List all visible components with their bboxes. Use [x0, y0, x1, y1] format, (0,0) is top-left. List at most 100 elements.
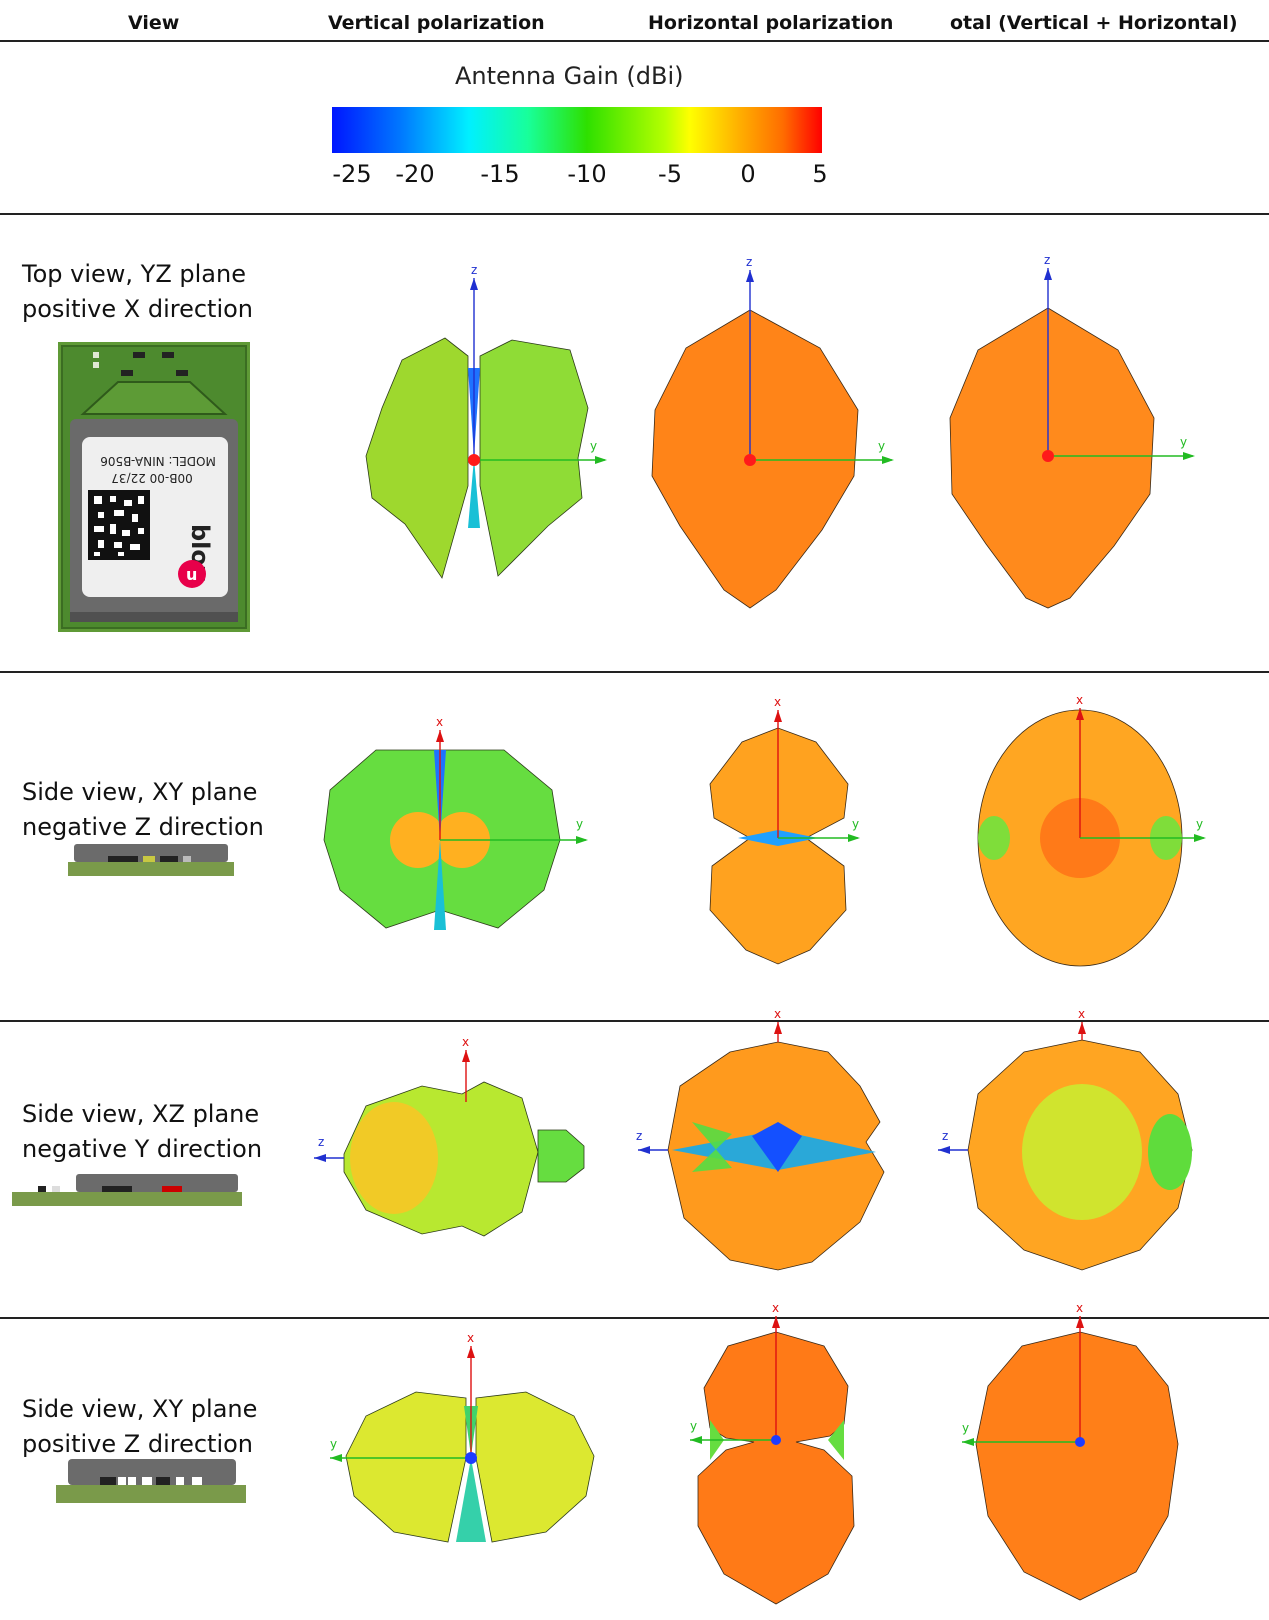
axis-label: z: [636, 1129, 642, 1143]
axis-arrow-icon: [1076, 708, 1084, 720]
axis-label: z: [471, 263, 477, 277]
axis-arrow-icon: [470, 278, 478, 290]
axis-label: x: [774, 1007, 781, 1021]
axis-label: y: [852, 817, 859, 831]
module-side-view-image: [56, 1459, 246, 1503]
axis-label: y: [576, 817, 583, 831]
axis-arrow-icon: [882, 456, 894, 464]
axis-arrow-icon: [690, 1436, 702, 1444]
axis-arrow-icon: [746, 270, 754, 282]
axis-arrow-icon: [638, 1146, 650, 1154]
axis-arrow-icon: [576, 836, 588, 844]
axis-label: x: [467, 1331, 474, 1345]
axis-arrow-icon: [595, 456, 607, 464]
header-view: View: [128, 12, 180, 34]
row-label-line: Side view, XY plane: [22, 778, 258, 806]
legend-colorbar: [332, 107, 822, 153]
origin-dot: [771, 1435, 781, 1445]
origin-dot: [465, 1452, 477, 1464]
header-horizontal-polarization: Horizontal polarization: [648, 12, 894, 34]
row-label-line: positive Z direction: [22, 1430, 254, 1458]
pattern-row3-vertical: x z: [314, 1035, 585, 1237]
axis-label: x: [774, 695, 781, 709]
legend-tick: -15: [480, 160, 520, 188]
axis-arrow-icon: [1183, 452, 1195, 460]
axis-arrow-icon: [462, 1050, 470, 1062]
origin-dot: [1075, 1437, 1085, 1447]
module-side-view-image: [68, 844, 234, 876]
module-label-code: 00B-00 22/37: [111, 471, 193, 485]
pattern-row3-horizontal: x z: [636, 1007, 885, 1271]
axis-label: x: [1076, 693, 1083, 707]
legend-tick: -5: [658, 160, 682, 188]
axis-label: y: [690, 1419, 697, 1433]
origin-dot: [744, 454, 756, 466]
axis-label: y: [1180, 435, 1187, 449]
axis-arrow-icon: [436, 730, 444, 742]
pattern-row2-total: x y: [977, 693, 1206, 967]
pattern-row3-total: x z: [938, 1007, 1193, 1271]
axis-arrow-icon: [848, 834, 860, 842]
module-label-model: MODEL: NINA-B506: [100, 454, 216, 468]
axis-label: x: [1076, 1301, 1083, 1315]
axis-arrow-icon: [774, 1022, 782, 1034]
legend-tick: -10: [567, 160, 607, 188]
pattern-row1-total: z y: [949, 253, 1195, 609]
axis-arrow-icon: [1076, 1316, 1084, 1328]
legend-tick: -25: [332, 160, 372, 188]
axis-arrow-icon: [1078, 1022, 1086, 1034]
axis-arrow-icon: [938, 1146, 950, 1154]
axis-arrow-icon: [962, 1438, 974, 1446]
header-total: otal (Vertical + Horizontal): [950, 12, 1238, 34]
origin-dot: [468, 454, 480, 466]
pattern-row4-vertical: x y: [330, 1331, 595, 1543]
pattern-row1-horizontal: z y: [651, 255, 894, 609]
axis-label: x: [1078, 1007, 1085, 1021]
header-vertical-polarization: Vertical polarization: [328, 12, 545, 34]
axis-arrow-icon: [330, 1454, 342, 1462]
row-label-top-yz: Top view, YZ plane positive X direction: [22, 257, 253, 327]
axis-label: y: [962, 1421, 969, 1435]
pattern-row4-horizontal: x y: [690, 1301, 855, 1605]
ublox-logo-icon: [178, 560, 206, 588]
legend-tick: 0: [740, 160, 756, 188]
row-label-line: Side view, XY plane: [22, 1395, 258, 1423]
legend-title: Antenna Gain (dBi): [455, 62, 684, 90]
axis-label: y: [878, 439, 885, 453]
origin-dot: [1042, 450, 1054, 462]
row-label-line: negative Z direction: [22, 813, 264, 841]
axis-label: z: [318, 1135, 324, 1149]
axis-arrow-icon: [774, 710, 782, 722]
divider-legend: [0, 213, 1269, 215]
divider-row-3: [0, 1317, 1269, 1319]
axis-label: z: [1044, 253, 1050, 267]
axis-label: z: [746, 255, 752, 269]
axis-label: y: [330, 1437, 337, 1451]
pattern-row1-vertical: z y: [365, 263, 607, 579]
axis-label: y: [590, 439, 597, 453]
legend-tick: 5: [812, 160, 828, 188]
row-label-line: Top view, YZ plane: [22, 260, 246, 288]
row-label-line: negative Y direction: [22, 1135, 263, 1163]
divider-row-1: [0, 671, 1269, 673]
row-label-side-xy-neg-z: Side view, XY plane negative Z direction: [22, 775, 264, 845]
row-label-line: Side view, XZ plane: [22, 1100, 260, 1128]
axis-arrow-icon: [314, 1154, 326, 1162]
module-logo-mark: u: [186, 565, 197, 584]
row-label-line: positive X direction: [22, 295, 254, 323]
axis-label: x: [462, 1035, 469, 1049]
module-side-view-image: [12, 1174, 242, 1206]
axis-label: z: [942, 1129, 948, 1143]
axis-label: x: [772, 1301, 779, 1315]
axis-label: y: [1196, 817, 1203, 831]
qr-code-graphic: [88, 490, 150, 560]
pattern-row4-total: x y: [962, 1301, 1179, 1601]
module-top-view-image: MODEL: NINA-B506 00B-00 22/37 blox u: [58, 342, 250, 632]
row-label-side-xy-pos-z: Side view, XY plane positive Z direction: [22, 1392, 257, 1462]
pattern-row2-vertical: x y: [323, 715, 588, 930]
axis-arrow-icon: [1044, 268, 1052, 280]
axis-arrow-icon: [467, 1346, 475, 1358]
axis-arrow-icon: [1194, 834, 1206, 842]
row-label-side-xz-neg-y: Side view, XZ plane negative Y direction: [22, 1097, 262, 1167]
axis-arrow-icon: [772, 1316, 780, 1328]
